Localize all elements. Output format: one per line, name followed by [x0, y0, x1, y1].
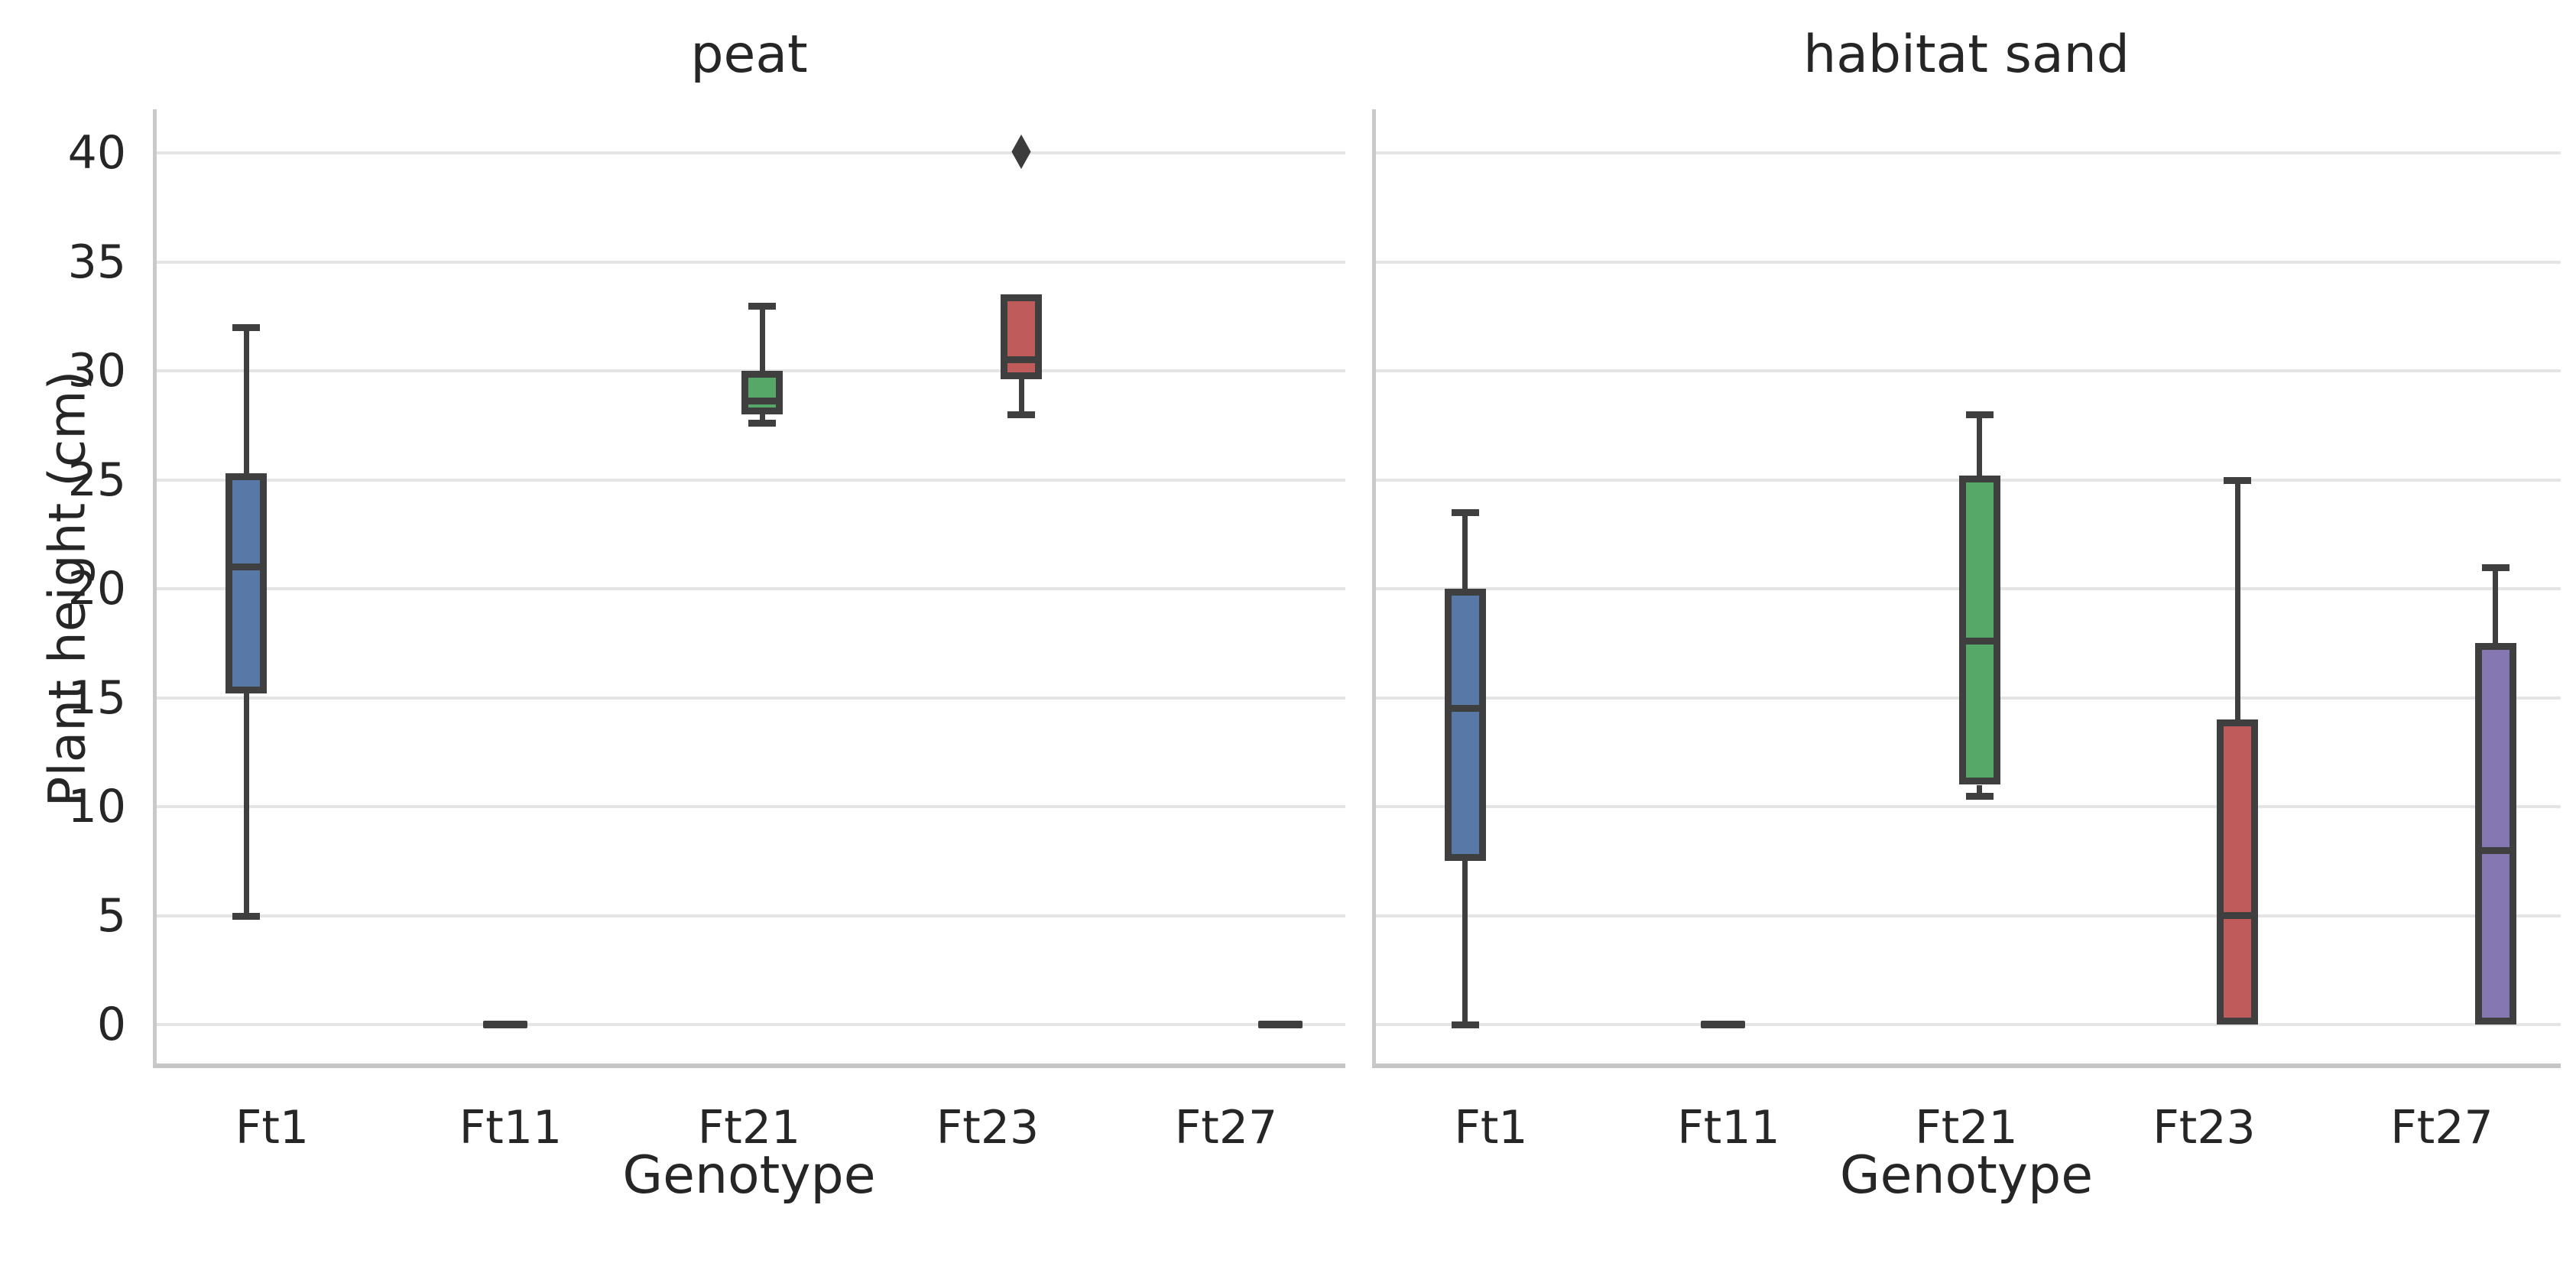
upper-cap-ft23-habitat-sand [2224, 476, 2252, 484]
gridline-y15 [157, 696, 1345, 700]
y-tick-label-10: 10 [67, 780, 126, 833]
median-ft23-habitat-sand [2217, 912, 2259, 919]
gridline-y10 [157, 805, 1345, 808]
upper-whisker-ft27-habitat-sand [2493, 567, 2499, 644]
upper-whisker-ft21-habitat-sand [1977, 414, 1983, 476]
upper-cap-ft21-habitat-sand [1965, 411, 1994, 418]
upper-whisker-ft1-peat [243, 327, 249, 473]
upper-whisker-ft23-habitat-sand [2234, 479, 2240, 719]
flat-box-ft27-peat [1257, 1021, 1303, 1028]
lower-cap-ft21-habitat-sand [1965, 792, 1994, 800]
x-tick-label-ft21-1: Ft21 [1915, 1101, 2018, 1154]
median-ft21-habitat-sand [1958, 637, 2000, 645]
gridline-y35 [157, 260, 1345, 264]
gridline-y5 [157, 914, 1345, 917]
median-ft23-peat [1001, 356, 1042, 364]
y-tick-label-35: 35 [67, 235, 126, 289]
upper-whisker-ft1-habitat-sand [1462, 512, 1468, 589]
upper-cap-ft1-peat [232, 324, 260, 331]
upper-whisker-ft21-peat [759, 305, 765, 371]
y-tick-label-0: 0 [96, 998, 126, 1051]
median-ft1-habitat-sand [1444, 705, 1486, 713]
x-tick-label-ft27-1: Ft27 [2390, 1101, 2493, 1154]
x-tick-label-ft1-1: Ft1 [1454, 1101, 1528, 1154]
axes-panel-peat: ♦ [153, 109, 1345, 1068]
x-tick-label-ft11-0: Ft11 [459, 1101, 563, 1154]
gridline-y25 [157, 478, 1345, 482]
x-axis-label-habitat-sand: Genotype [1839, 1145, 2094, 1206]
lower-whisker-ft21-peat [759, 414, 765, 424]
gridline-y35 [1376, 260, 2561, 264]
box-ft1-habitat-sand [1444, 589, 1486, 862]
lower-cap-ft23-peat [1007, 411, 1035, 418]
lower-cap-ft21-peat [748, 420, 777, 427]
y-tick-label-15: 15 [67, 671, 126, 725]
y-tick-label-30: 30 [67, 344, 126, 398]
median-ft1-peat [225, 563, 267, 570]
x-tick-label-ft23-1: Ft23 [2153, 1101, 2256, 1154]
lower-cap-ft1-habitat-sand [1451, 1021, 1479, 1028]
gridline-y30 [1376, 369, 2561, 372]
gridline-y40 [157, 151, 1345, 154]
y-tick-label-20: 20 [67, 562, 126, 615]
box-ft23-habitat-sand [2217, 719, 2259, 1025]
flat-box-ft11-peat [482, 1021, 527, 1028]
gridline-y5 [1376, 914, 2561, 917]
flat-box-ft11-habitat-sand [1701, 1021, 1746, 1028]
upper-cap-ft27-habitat-sand [2481, 563, 2509, 571]
panel-title-habitat-sand: habitat sand [1803, 24, 2130, 85]
gridline-y40 [1376, 151, 2561, 154]
y-tick-label-5: 5 [96, 888, 126, 943]
upper-cap-ft1-habitat-sand [1451, 509, 1479, 517]
x-tick-label-ft23-0: Ft23 [936, 1101, 1040, 1154]
box-ft21-peat [741, 371, 784, 414]
x-tick-label-ft11-1: Ft11 [1677, 1101, 1780, 1154]
median-ft27-habitat-sand [2474, 846, 2516, 854]
gridline-y10 [1376, 805, 2561, 808]
panel-title-peat: peat [690, 24, 808, 85]
lower-whisker-ft23-peat [1018, 379, 1024, 414]
gridline-y0 [1376, 1023, 2561, 1026]
box-ft21-habitat-sand [1958, 475, 2000, 785]
box-ft27-habitat-sand [2474, 643, 2516, 1025]
upper-cap-ft21-peat [748, 302, 777, 310]
x-axis-label-peat: Genotype [622, 1145, 876, 1206]
outlier-diamond-icon-ft23-peat: ♦ [1005, 125, 1037, 180]
lower-whisker-ft1-peat [243, 693, 249, 916]
gridline-y20 [157, 587, 1345, 590]
x-tick-label-ft1-0: Ft1 [235, 1101, 310, 1154]
y-tick-label-25: 25 [67, 453, 126, 507]
lower-cap-ft1-peat [232, 912, 260, 920]
x-tick-label-ft21-0: Ft21 [697, 1101, 801, 1154]
gridline-y0 [157, 1023, 1345, 1026]
lower-whisker-ft21-habitat-sand [1977, 784, 1983, 796]
median-ft21-peat [741, 398, 784, 405]
y-tick-label-40: 40 [67, 126, 126, 180]
lower-whisker-ft1-habitat-sand [1462, 861, 1468, 1025]
box-ft1-peat [225, 473, 267, 693]
axes-panel-habitat-sand [1372, 109, 2561, 1068]
x-tick-label-ft27-0: Ft27 [1174, 1101, 1278, 1154]
box-ft23-peat [1001, 294, 1042, 380]
